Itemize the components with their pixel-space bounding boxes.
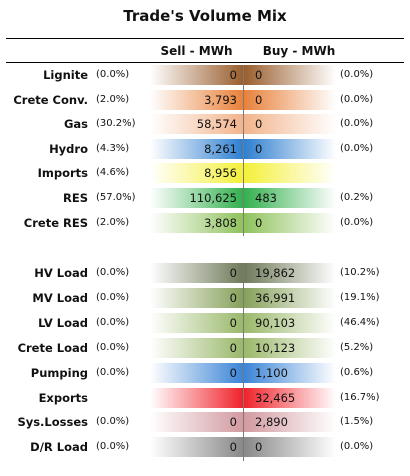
sell-percent: (0.0%)	[96, 267, 130, 278]
consumption-row: HV Load (0.0%) 0 19,862 (10.2%)	[0, 263, 410, 283]
buy-percent: (0.0%)	[340, 93, 374, 105]
buy-percent: (10.2%)	[340, 267, 380, 278]
sell-percent: (0.0%)	[96, 416, 130, 428]
sell-value: 3,808	[150, 212, 243, 233]
row-label: Sys.Losses	[17, 415, 88, 430]
buy-value: 10,123	[244, 337, 336, 358]
sell-value: 0	[150, 362, 243, 383]
consumption-row: MV Load (0.0%) 0 36,991 (19.1%)	[0, 287, 410, 308]
buy-header: Buy - MWh	[262, 44, 336, 58]
consumption-row: Exports 32,465 (16.7%)	[0, 387, 410, 408]
sell-value: 0	[150, 437, 243, 458]
sell-value: 0	[150, 312, 243, 333]
sell-percent: (0.0%)	[96, 341, 130, 353]
row-label: Crete Conv.	[13, 92, 88, 107]
row-label: Hydro	[49, 141, 88, 156]
buy-value: 0	[244, 212, 336, 233]
buy-percent: (0.0%)	[340, 142, 374, 154]
sell-value: 0	[150, 263, 243, 283]
buy-percent: (1.5%)	[340, 416, 374, 428]
sell-percent: (0.0%)	[96, 316, 130, 328]
row-label: Crete RES	[23, 215, 88, 230]
buy-value: 36,991	[244, 287, 336, 308]
row-label: Gas	[63, 117, 88, 132]
header-rule	[6, 38, 404, 39]
buy-value: 1,100	[244, 362, 336, 383]
consumption-row: D/R Load (0.0%) 0 0 (0.0%)	[0, 437, 410, 458]
consumption-divider	[243, 263, 244, 461]
generation-row: Gas (30.2%) 58,574 0 (0.0%)	[0, 114, 410, 135]
row-label: Exports	[38, 390, 88, 405]
buy-percent: (46.4%)	[340, 316, 380, 328]
buy-percent: (19.1%)	[340, 291, 380, 303]
sell-value: 8,261	[150, 138, 243, 159]
consumption-row: LV Load (0.0%) 0 90,103 (46.4%)	[0, 312, 410, 333]
sell-value: 110,625	[150, 188, 243, 208]
buy-value	[244, 163, 336, 184]
row-label: Crete Load	[17, 340, 88, 355]
row-label: Pumping	[30, 365, 88, 380]
sell-value: 0	[150, 65, 243, 85]
consumption-row: Pumping (0.0%) 0 1,100 (0.6%)	[0, 362, 410, 383]
row-label: D/R Load	[30, 440, 88, 455]
buy-percent: (0.0%)	[340, 216, 374, 228]
sell-percent: (4.3%)	[96, 142, 130, 154]
sell-value: 58,574	[150, 114, 243, 135]
page-title: Trade's Volume Mix	[123, 7, 287, 25]
buy-percent: (5.2%)	[340, 341, 374, 353]
sell-header: Sell - MWh	[160, 44, 233, 58]
sell-value	[150, 387, 243, 408]
row-label: RES	[63, 191, 88, 205]
buy-percent: (0.0%)	[340, 441, 374, 453]
sell-percent: (0.0%)	[96, 366, 130, 378]
generation-row: Lignite (0.0%) 0 0 (0.0%)	[0, 65, 410, 85]
sell-percent: (2.0%)	[96, 93, 130, 105]
generation-row: Crete RES (2.0%) 3,808 0 (0.0%)	[0, 212, 410, 233]
buy-value: 0	[244, 65, 336, 85]
sell-value: 3,793	[150, 89, 243, 110]
consumption-row: Crete Load (0.0%) 0 10,123 (5.2%)	[0, 337, 410, 358]
sell-percent: (2.0%)	[96, 216, 130, 228]
sell-percent: (30.2%)	[96, 118, 136, 130]
buy-value: 32,465	[244, 387, 336, 408]
row-label: LV Load	[38, 315, 88, 330]
row-label: MV Load	[32, 290, 88, 305]
consumption-row: Sys.Losses (0.0%) 0 2,890 (1.5%)	[0, 412, 410, 433]
sell-percent: (0.0%)	[96, 291, 130, 303]
buy-value: 90,103	[244, 312, 336, 333]
sell-percent: (4.6%)	[96, 167, 130, 179]
sell-value: 0	[150, 287, 243, 308]
sell-percent: (0.0%)	[96, 441, 130, 453]
sell-percent: (57.0%)	[96, 192, 136, 203]
sell-value: 0	[150, 337, 243, 358]
buy-value: 0	[244, 114, 336, 135]
row-label: HV Load	[34, 266, 88, 280]
buy-percent: (0.2%)	[340, 192, 374, 203]
sell-value: 8,956	[150, 163, 243, 184]
buy-value: 483	[244, 188, 336, 208]
generation-row: RES (57.0%) 110,625 483 (0.2%)	[0, 188, 410, 208]
generation-divider	[243, 65, 244, 236]
generation-row: Hydro (4.3%) 8,261 0 (0.0%)	[0, 138, 410, 159]
sell-value: 0	[150, 412, 243, 433]
buy-value: 0	[244, 138, 336, 159]
buy-value: 0	[244, 437, 336, 458]
sell-percent: (0.0%)	[96, 69, 130, 80]
generation-row: Crete Conv. (2.0%) 3,793 0 (0.0%)	[0, 89, 410, 110]
buy-percent: (0.6%)	[340, 366, 374, 378]
buy-percent: (16.7%)	[340, 391, 380, 403]
generation-row: Imports (4.6%) 8,956	[0, 163, 410, 184]
buy-percent: (0.0%)	[340, 69, 374, 80]
buy-value: 2,890	[244, 412, 336, 433]
buy-value: 19,862	[244, 263, 336, 283]
header-underline	[6, 62, 404, 63]
buy-value: 0	[244, 89, 336, 110]
buy-percent: (0.0%)	[340, 118, 374, 130]
row-label: Lignite	[43, 68, 88, 82]
row-label: Imports	[37, 166, 88, 181]
